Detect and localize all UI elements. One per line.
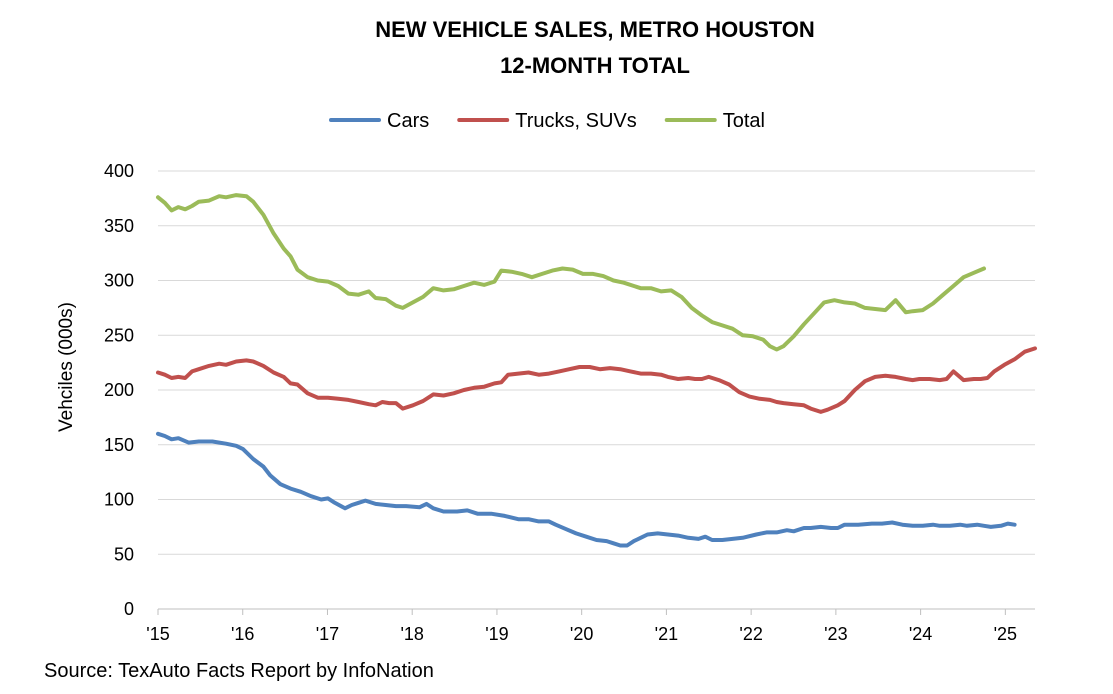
x-tick-label: '18	[400, 624, 423, 644]
x-tick-label: '21	[655, 624, 678, 644]
y-tick-label: 200	[104, 380, 134, 400]
y-tick-label: 150	[104, 435, 134, 455]
series-lines	[156, 193, 1037, 548]
x-tick-label: '23	[824, 624, 847, 644]
y-tick-label: 100	[104, 490, 134, 510]
legend: Cars Trucks, SUVs Total	[329, 110, 765, 132]
x-tick-label: '24	[909, 624, 932, 644]
chart-title-line2: 12-MONTH TOTAL	[500, 53, 690, 78]
x-tick-label: '22	[739, 624, 762, 644]
legend-label: Trucks, SUVs	[515, 110, 637, 132]
x-tick-label: '19	[485, 624, 508, 644]
x-tick-label: '25	[994, 624, 1017, 644]
y-tick-label: 250	[104, 325, 134, 345]
source-note: Source: TexAuto Facts Report by InfoNati…	[44, 660, 434, 682]
y-tick-label: 50	[114, 544, 134, 564]
y-tick-label: 350	[104, 216, 134, 236]
x-tick-label: '17	[316, 624, 339, 644]
x-tick-label: '20	[570, 624, 593, 644]
gridlines	[158, 170, 1035, 610]
series-line-total	[156, 193, 986, 352]
series-line-cars	[156, 431, 1017, 548]
x-tick-label: '16	[231, 624, 254, 644]
y-tick-label: 300	[104, 271, 134, 291]
y-axis: 0 50 100 150 200 250 300 350 400	[104, 161, 134, 619]
x-axis: '15 '16 '17 '18 '19 '20 '21 '22 '23 '24 '25	[146, 609, 1017, 644]
legend-label: Total	[723, 110, 765, 132]
y-axis-label: Vehciles (000s)	[56, 302, 77, 432]
series-line-trucks-suvs	[156, 346, 1037, 414]
y-tick-label: 400	[104, 161, 134, 181]
legend-label: Cars	[387, 110, 429, 132]
x-tick-label: '15	[146, 624, 169, 644]
chart-title-line1: NEW VEHICLE SALES, METRO HOUSTON	[375, 17, 815, 42]
y-tick-label: 0	[124, 599, 134, 619]
